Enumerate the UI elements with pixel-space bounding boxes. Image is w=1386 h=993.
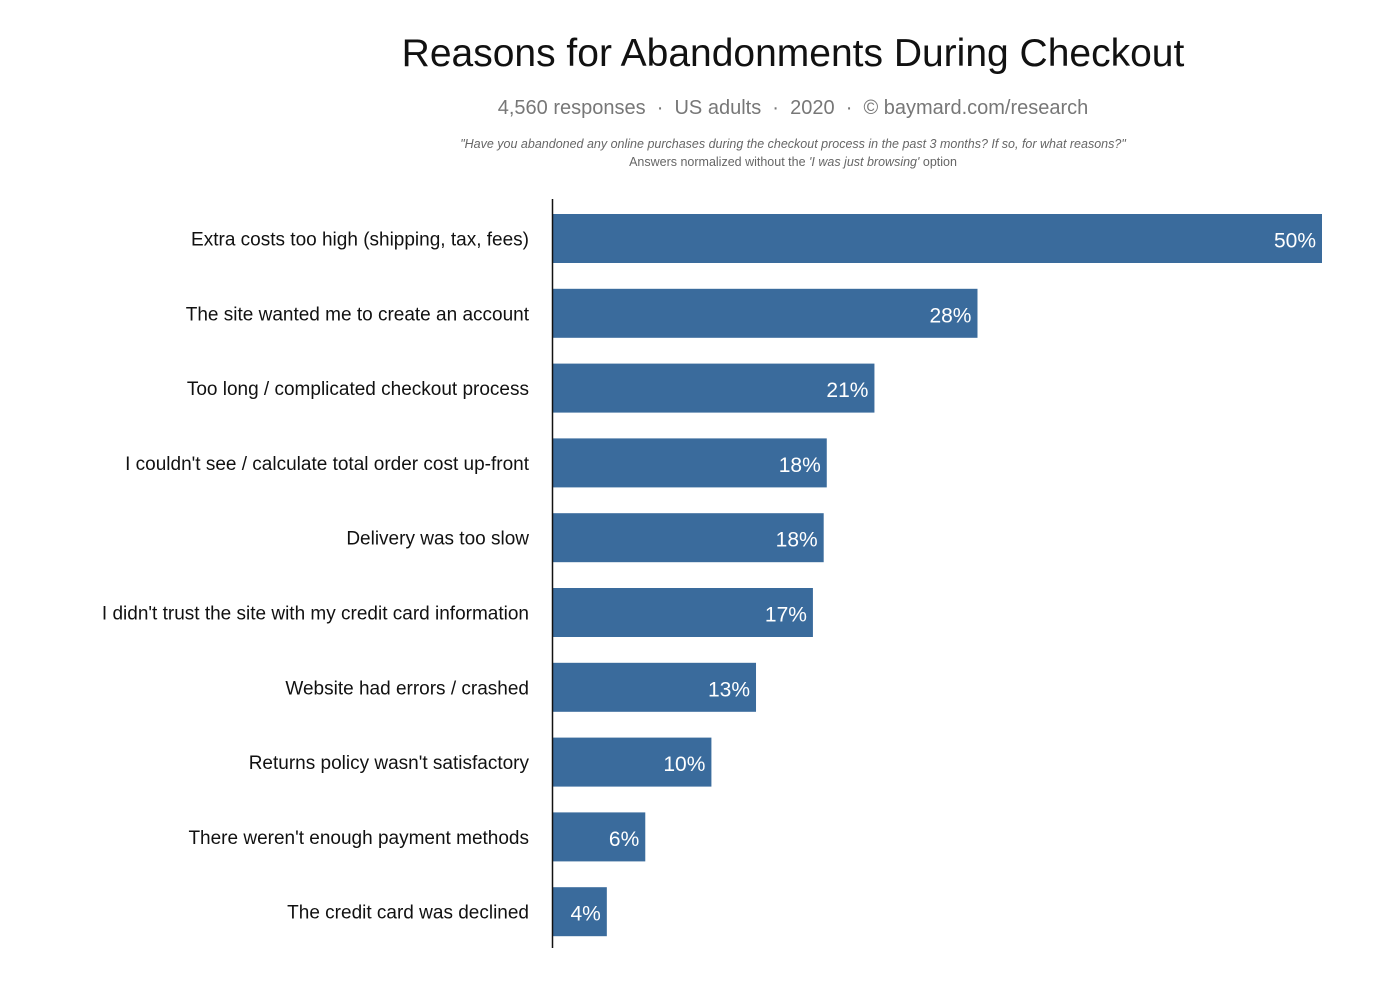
value-label: 21% (826, 379, 868, 402)
value-label: 4% (570, 903, 600, 926)
bar (553, 887, 607, 937)
category-label: Too long / complicated checkout process (187, 379, 529, 400)
category-label: I didn't trust the site with my credit c… (102, 604, 529, 625)
note-italic: 'I was just browsing' (809, 155, 920, 169)
survey-question: "Have you abandoned any online purchases… (460, 137, 1126, 151)
value-label: 18% (779, 454, 821, 477)
bar (553, 588, 813, 637)
note-prefix: Answers normalized without the (629, 155, 810, 169)
category-label: Delivery was too slow (346, 529, 529, 550)
category-label: Returns policy wasn't satisfactory (249, 753, 530, 774)
category-label: Website had errors / crashed (285, 678, 529, 699)
value-label: 50% (1274, 230, 1316, 253)
chart-title: Reasons for Abandonments During Checkout (401, 32, 1185, 75)
category-label: The credit card was declined (287, 903, 529, 924)
category-label: The site wanted me to create an account (186, 304, 530, 325)
bar (553, 737, 712, 787)
value-label: 6% (609, 828, 639, 851)
bar (553, 513, 824, 563)
bar (553, 438, 827, 488)
category-label: I couldn't see / calculate total order c… (125, 454, 530, 475)
bar (553, 214, 1322, 263)
value-label: 28% (929, 304, 971, 327)
value-label: 17% (765, 604, 807, 627)
note-suffix: option (919, 155, 957, 169)
value-label: 13% (708, 678, 750, 701)
normalization-note: Answers normalized without the 'I was ju… (0, 155, 1386, 169)
value-label: 18% (776, 529, 818, 552)
chart-subtitle: 4,560 responses · US adults · 2020 · © b… (497, 97, 1089, 119)
category-label: There weren't enough payment methods (188, 828, 529, 849)
bar (553, 812, 646, 862)
bar (553, 288, 978, 338)
bar (553, 662, 757, 712)
bar (553, 363, 875, 413)
value-label: 10% (663, 753, 705, 776)
category-label: Extra costs too high (shipping, tax, fee… (191, 230, 529, 251)
